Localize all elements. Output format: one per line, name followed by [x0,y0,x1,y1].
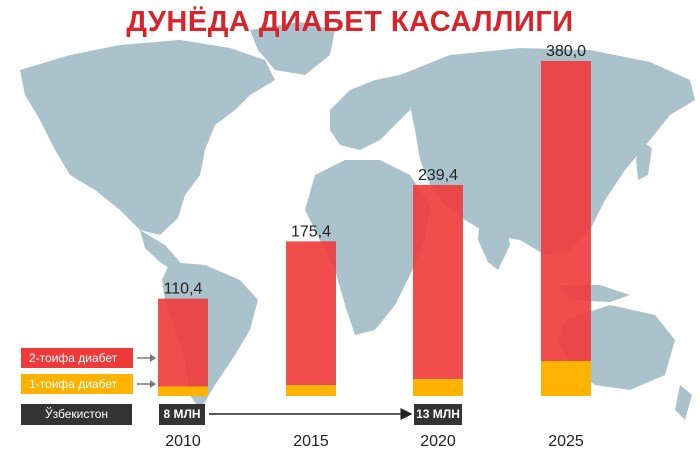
uzbekistan-label-box: Ўзбекистон [21,404,132,425]
legend-pointers [137,354,156,388]
year-label-2025: 2025 [548,433,584,450]
legend-type2: 2-тоифа диабет [21,348,133,368]
year-label-2015: 2015 [293,433,329,450]
uzbekistan-2020-value: 13 МЛН [416,407,460,421]
map-central-america [140,230,180,272]
legend-type1-label: 1-тоифа диабет [29,377,118,391]
map-greenland [250,22,335,75]
bar-type1-2015 [286,385,336,396]
bar-type1-2010 [158,386,208,396]
legend-pointer-type2-head [150,354,156,362]
legend-type1: 1-тоифа диабет [21,374,133,394]
map-japan [636,140,652,180]
uzbekistan-2010-value: 8 МЛН [163,407,201,421]
map-india [478,215,510,270]
bar-type2-2025 [541,61,591,362]
bar-type1-2025 [541,361,591,396]
bar-type2-2015 [286,241,336,386]
map-europe [330,75,415,150]
bar-type2-2020 [413,184,463,380]
world-map [20,22,695,420]
total-label-2020: 239,4 [418,167,458,184]
year-label-2010: 2010 [165,433,201,450]
labels-group: 110,4 2010 175,4 2015 239,4 2020 380,0 2025 [164,43,587,450]
legend-pointer-type1-head [150,380,156,388]
year-label-2020: 2020 [420,433,456,450]
legend-type2-label: 2-тоифа диабет [29,351,118,365]
bars-group [158,61,591,396]
uzbekistan-2010-badge: 8 МЛН [159,404,205,425]
bar-type2-2010 [158,298,208,387]
total-label-2025: 380,0 [546,43,586,60]
chart-title: ДУНЁДА ДИАБЕТ КАСАЛЛИГИ [126,6,574,38]
map-north-america [20,40,275,235]
total-label-2010: 110,4 [164,281,203,298]
total-label-2015: 175,4 [291,223,331,240]
uzbekistan-label: Ўзбекистон [44,407,109,421]
uzbekistan-2020-badge: 13 МЛН [414,404,462,425]
map-new-zealand [675,385,692,420]
bar-type1-2020 [413,379,463,396]
map-africa [305,160,430,335]
